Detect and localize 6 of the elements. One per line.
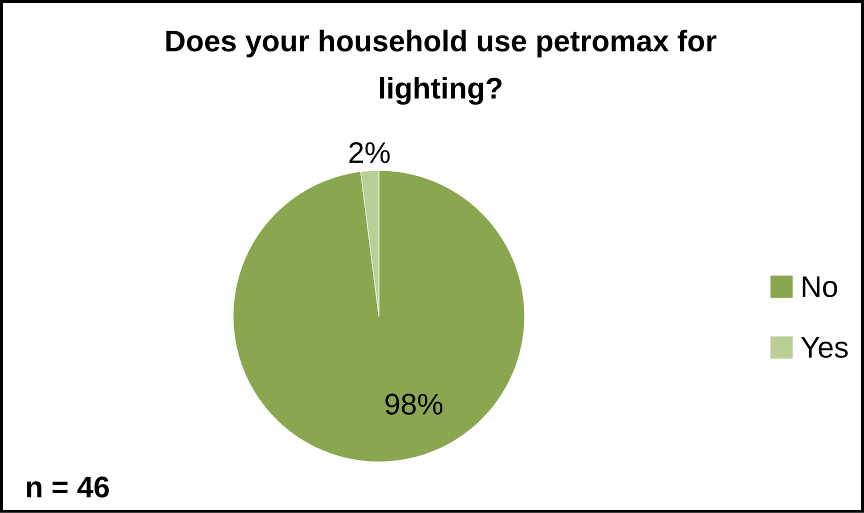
text: n = 46 (26, 476, 109, 498)
data-label: 2% (349, 142, 390, 164)
data-label: 98% (385, 394, 442, 415)
chart-title: Does your household use petromax for lighting? (166, 30, 716, 105)
legend-label: No (802, 276, 838, 298)
legend-label: Yes (801, 337, 848, 358)
